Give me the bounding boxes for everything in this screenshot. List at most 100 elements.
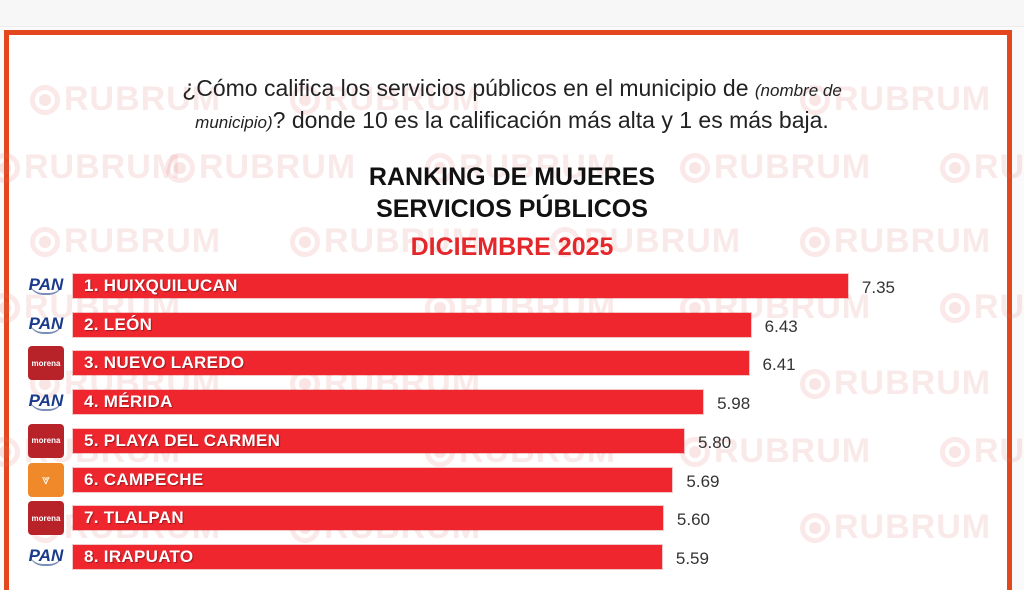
bar <box>73 274 848 298</box>
bar <box>73 544 662 569</box>
watermark: RUBRUM <box>550 222 741 261</box>
bar-row: PAN 8. IRAPUATO 5.59 <box>0 539 1024 575</box>
watermark: RUBRUM <box>30 80 221 119</box>
morena-party-logo-icon: morena <box>28 423 64 458</box>
bar-category-label: 7. TLALPAN <box>84 508 184 528</box>
chart-period: DICIEMBRE 2025 <box>410 233 614 261</box>
chart-frame <box>4 30 1012 590</box>
bar-value-label: 5.98 <box>717 394 751 414</box>
watermark: RUBRUM <box>680 148 871 187</box>
watermark-text: RUBRUM <box>834 364 992 402</box>
bar-value-label: 7.35 <box>861 278 895 297</box>
chart-title: RANKING DE MUJERES <box>368 163 656 191</box>
watermark: RUBRUM <box>940 432 1024 471</box>
watermark-text: RUBRUM <box>834 80 992 118</box>
pan-party-logo-icon: PAN <box>28 391 64 412</box>
bar-row: PAN 4. MÉRIDA 5.98 <box>0 384 1024 420</box>
pan-party-logo-icon: PAN <box>28 275 64 295</box>
watermark-text: RUBRUM <box>584 222 742 260</box>
question-italic: municipio) <box>195 113 273 132</box>
watermark-text: RUBRUM <box>714 148 872 186</box>
bar <box>73 506 663 531</box>
bar-value-label: 6.41 <box>762 355 796 375</box>
watermark-logo-icon <box>30 226 60 257</box>
bar <box>73 467 673 492</box>
watermark-logo-icon <box>0 152 20 183</box>
bar <box>73 351 749 376</box>
watermark-text: RUBRUM <box>199 148 357 186</box>
watermark-logo-icon <box>0 436 20 467</box>
watermark-text: RUBRUM <box>834 508 992 546</box>
bar-row: ⩔ 6. CAMPECHE 5.69 <box>0 462 1024 498</box>
watermark-logo-icon <box>800 84 830 115</box>
question-text: ¿Cómo califica los servicios públicos en… <box>182 75 749 101</box>
watermark: RUBRUM <box>940 288 1024 327</box>
watermark-logo-icon <box>800 226 830 257</box>
chart-subtitle: SERVICIOS PÚBLICOS <box>376 195 648 223</box>
bar-value-label: 5.69 <box>686 471 720 491</box>
watermark-text: RUBRUM <box>64 80 222 118</box>
watermark-logo-icon <box>290 84 320 115</box>
watermark: RUBRUM <box>425 148 616 187</box>
watermark-text: RUBRUM <box>64 222 222 260</box>
question-line-2: municipio)? donde 10 es la calificación … <box>0 104 1024 139</box>
bar-row: morena 5. PLAYA DEL CARMEN 5.80 <box>0 423 1024 459</box>
question-line-1: ¿Cómo califica los servicios públicos en… <box>0 72 1024 107</box>
pan-party-logo-icon: PAN <box>28 313 64 334</box>
watermark: RUBRUM <box>165 148 356 187</box>
watermark-logo-icon <box>800 368 830 399</box>
watermark-logo-icon <box>0 292 20 323</box>
watermark-logo-icon <box>550 226 580 257</box>
watermark-logo-icon <box>800 512 830 543</box>
watermark: RUBRUM <box>0 148 181 187</box>
mc-party-logo-icon: ⩔ <box>28 462 64 497</box>
bar <box>73 312 751 337</box>
morena-party-logo-icon: morena <box>28 346 64 381</box>
bar-category-label: 5. PLAYA DEL CARMEN <box>84 430 281 450</box>
bar-value-label: 5.80 <box>698 432 732 452</box>
bar-row: morena 7. TLALPAN 5.60 <box>0 500 1024 536</box>
bar <box>73 390 704 415</box>
bar-category-label: 1. HUIXQUILUCAN <box>84 276 238 295</box>
bar-row: PAN 2. LEÓN 6.43 <box>0 307 1024 343</box>
watermark: RUBRUM <box>800 222 991 261</box>
watermark-logo-icon <box>940 436 970 467</box>
watermark: RUBRUM <box>290 222 481 261</box>
watermark-text: RUBRUM <box>974 148 1024 186</box>
bar-category-label: 3. NUEVO LAREDO <box>84 353 245 373</box>
watermark-logo-icon <box>425 152 455 183</box>
bar-value-label: 5.59 <box>675 548 709 568</box>
watermark-logo-icon <box>30 84 60 115</box>
pan-party-logo-icon: PAN <box>28 545 64 566</box>
watermark-logo-icon <box>680 152 710 183</box>
bar-category-label: 8. IRAPUATO <box>84 546 194 566</box>
watermark-text: RUBRUM <box>24 148 182 186</box>
watermark: RUBRUM <box>290 80 481 119</box>
watermark-logo-icon <box>290 226 320 257</box>
bar-category-label: 4. MÉRIDA <box>84 392 173 412</box>
watermark-text: RUBRUM <box>714 432 872 470</box>
watermark-text: RUBRUM <box>324 80 482 118</box>
bar-value-label: 5.60 <box>676 510 710 530</box>
top-strip <box>0 0 1024 27</box>
bar-row: PAN 1. HUIXQUILUCAN 7.35 <box>0 268 1024 304</box>
watermark: RUBRUM <box>30 222 221 261</box>
question-italic: (nombre de <box>754 81 842 100</box>
watermark-text: RUBRUM <box>459 148 617 186</box>
watermark-logo-icon <box>940 292 970 323</box>
watermark-text: RUBRUM <box>974 288 1024 326</box>
bar-row: morena 3. NUEVO LAREDO 6.41 <box>0 345 1024 381</box>
morena-party-logo-icon: morena <box>28 501 64 536</box>
watermark-text: RUBRUM <box>974 432 1024 470</box>
watermark-logo-icon <box>165 152 195 183</box>
watermark-text: RUBRUM <box>324 222 482 260</box>
watermark-logo-icon <box>940 152 970 183</box>
watermark: RUBRUM <box>940 148 1024 187</box>
watermark-text: RUBRUM <box>834 222 992 260</box>
watermark: RUBRUM <box>800 80 991 119</box>
bar-category-label: 2. LEÓN <box>84 314 153 334</box>
watermark: RUBRUM <box>800 508 991 547</box>
watermark: RUBRUM <box>800 364 991 403</box>
bar <box>73 428 685 453</box>
watermark: RUBRUM <box>680 432 871 471</box>
